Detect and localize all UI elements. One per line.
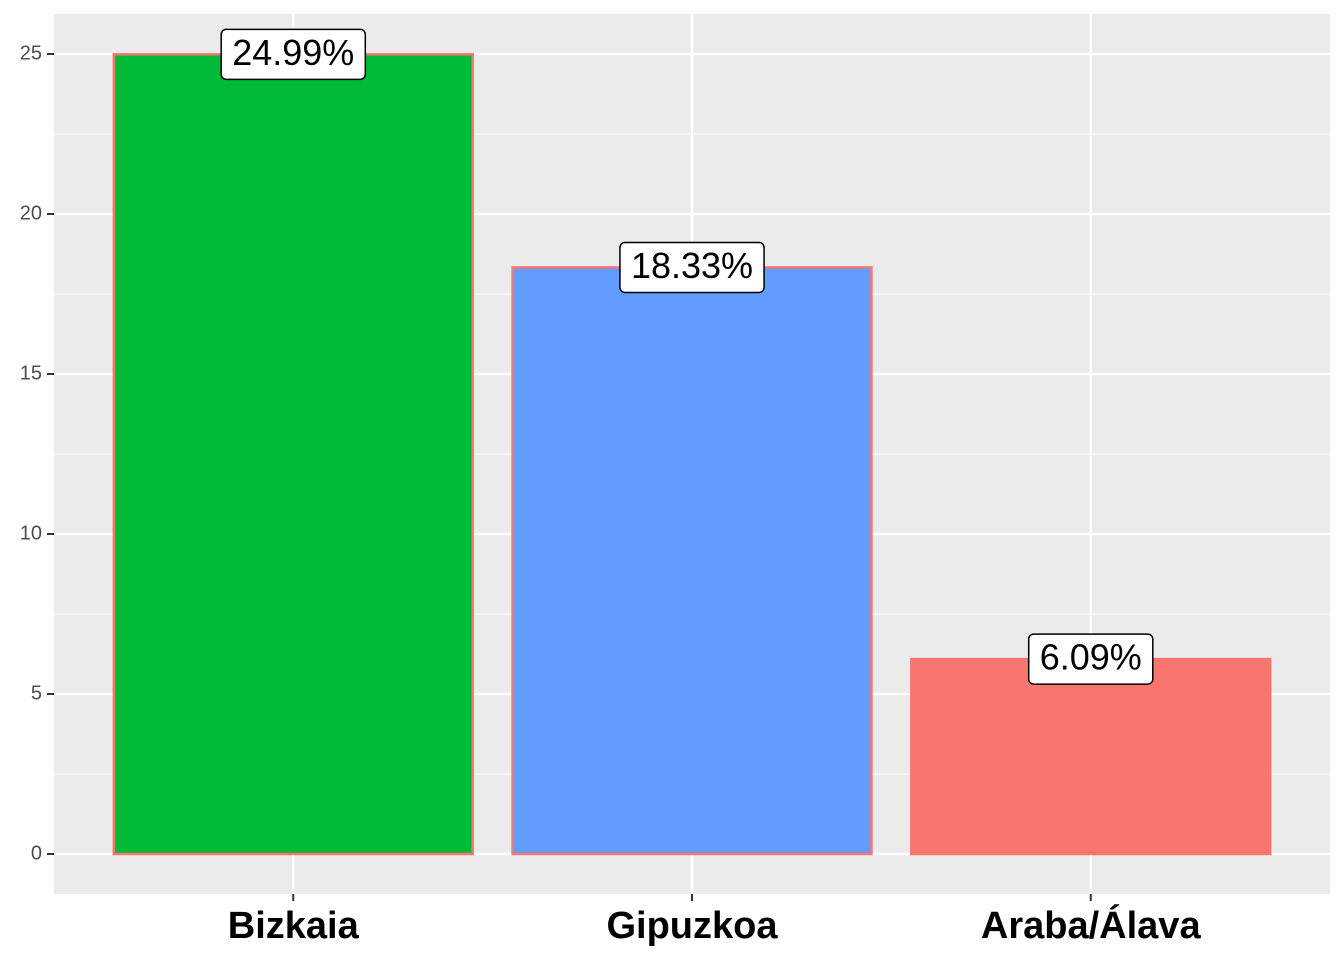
x-tick-label: Araba/Álava [981, 903, 1202, 947]
bar [511, 266, 873, 856]
value-label-box [220, 28, 367, 81]
y-tick-label: 0 [31, 842, 42, 864]
value-label-box [1027, 633, 1154, 685]
x-tick-label: Gipuzkoa [606, 905, 778, 947]
y-tick-label: 20 [20, 202, 42, 224]
value-label-text: 24.99% [232, 32, 354, 73]
value-label: 24.99% [220, 28, 367, 81]
value-label-box [619, 241, 765, 294]
value-label-text: 18.33% [631, 245, 753, 286]
value-label: 6.09% [1027, 633, 1154, 685]
value-label-text: 6.09% [1040, 637, 1142, 678]
bar [910, 657, 1272, 856]
y-tick-label: 15 [20, 362, 42, 384]
x-tick-label: Bizkaia [228, 905, 360, 947]
y-tick-label: 10 [20, 522, 42, 544]
y-tick-label: 5 [31, 682, 42, 704]
bar [112, 53, 474, 856]
value-label: 18.33% [619, 241, 765, 294]
y-tick-label: 25 [20, 42, 42, 64]
